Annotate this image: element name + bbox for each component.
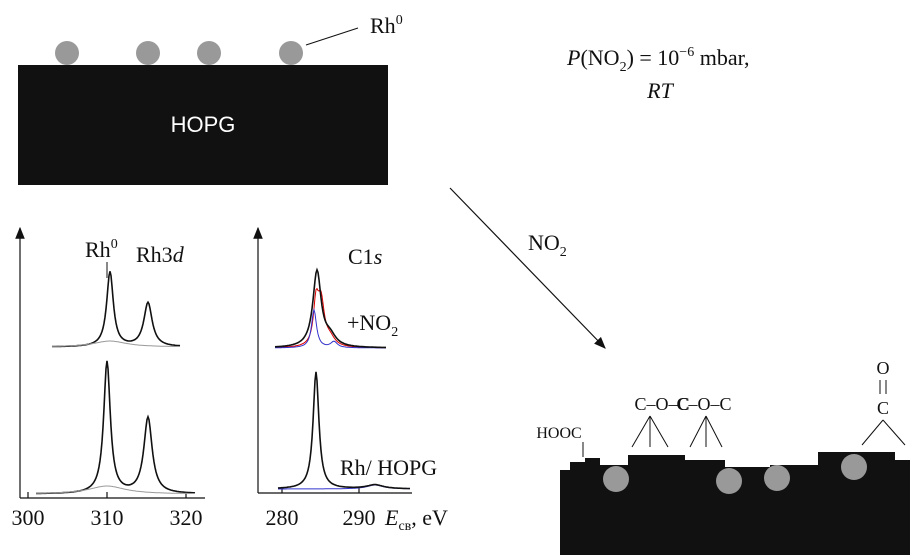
carbonyl-c: C [877,398,889,418]
particle-label: Rh0 [370,13,403,38]
x-axis-label: Eсв, eV [384,505,448,534]
panel-title: Rh3d [136,242,185,267]
x-tick-label: 310 [91,505,124,530]
upper-label: +NO2 [347,310,398,340]
page: {"top_panel": {"particle_label": {"base"… [0,0,911,555]
group-label: C–O–C [676,394,731,414]
panel-title: C1s [348,244,382,269]
reaction-arrow [450,188,605,348]
x-tick-label: 300 [12,505,45,530]
group-label: HOOC [536,425,581,442]
diagram: Rh0 HOPG P(NO2) = 10−6 mbar, RT NO2 300 … [0,0,911,555]
peak-label: Rh0 [85,237,118,262]
rh-particles [55,41,303,65]
x-tick-label: 280 [266,505,299,530]
spectrum [275,270,386,348]
substrate-label: HOPG [171,112,236,137]
lower-label: Rh/ HOPG [340,455,437,480]
conditions-line2: RT [646,78,674,103]
x-tick-label: 320 [170,505,203,530]
background [52,341,180,347]
x-tick-label: 290 [343,505,376,530]
spectrum [52,271,180,346]
arrow-label: NO2 [528,230,567,260]
rh3d-axes [20,228,205,498]
c1s-axes [258,228,412,493]
carbonyl-o: O [877,358,890,378]
spectrum [36,361,195,494]
conditions-line1: P(NO2) = 10−6 mbar, [566,45,750,75]
bond-lines [583,380,905,457]
leader-line [306,28,358,45]
